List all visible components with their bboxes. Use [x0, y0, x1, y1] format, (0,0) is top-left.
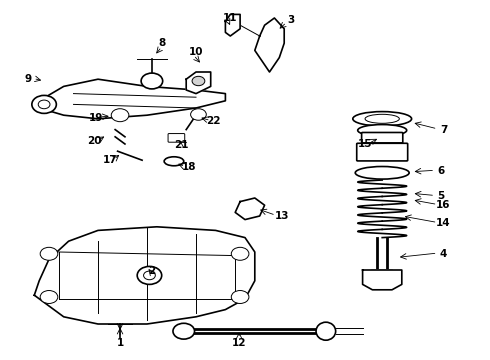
FancyBboxPatch shape — [362, 132, 403, 143]
Circle shape — [231, 247, 249, 260]
Ellipse shape — [355, 166, 409, 179]
Text: 18: 18 — [181, 162, 196, 172]
Text: 8: 8 — [158, 38, 165, 48]
Text: 16: 16 — [436, 200, 451, 210]
Circle shape — [137, 266, 162, 284]
Text: 5: 5 — [438, 191, 444, 201]
Text: 2: 2 — [148, 266, 155, 276]
Text: 10: 10 — [189, 47, 203, 57]
Circle shape — [173, 323, 195, 339]
Polygon shape — [255, 18, 284, 72]
Circle shape — [231, 291, 249, 303]
Ellipse shape — [316, 322, 336, 340]
Text: 12: 12 — [232, 338, 246, 348]
Ellipse shape — [358, 125, 407, 136]
Polygon shape — [363, 270, 402, 290]
Text: 20: 20 — [87, 136, 102, 146]
Text: 11: 11 — [223, 13, 238, 23]
Text: 1: 1 — [117, 338, 123, 348]
Ellipse shape — [164, 157, 184, 166]
Text: 19: 19 — [88, 113, 103, 123]
Circle shape — [191, 109, 206, 120]
Text: 7: 7 — [440, 125, 447, 135]
Circle shape — [40, 247, 58, 260]
Text: 6: 6 — [438, 166, 444, 176]
Text: 4: 4 — [440, 249, 447, 259]
Text: 17: 17 — [103, 155, 118, 165]
Ellipse shape — [353, 112, 412, 126]
Polygon shape — [225, 14, 240, 36]
Text: 3: 3 — [287, 15, 294, 25]
Circle shape — [192, 76, 205, 86]
Text: 9: 9 — [25, 74, 32, 84]
Polygon shape — [186, 72, 211, 94]
Text: 15: 15 — [358, 139, 372, 149]
FancyBboxPatch shape — [168, 134, 185, 142]
Circle shape — [111, 109, 129, 122]
Text: 21: 21 — [174, 140, 189, 150]
Text: 13: 13 — [274, 211, 289, 221]
Circle shape — [32, 95, 56, 113]
Circle shape — [40, 291, 58, 303]
Text: 22: 22 — [206, 116, 220, 126]
Polygon shape — [34, 227, 255, 324]
Text: 14: 14 — [436, 218, 451, 228]
Polygon shape — [235, 198, 265, 220]
Circle shape — [141, 73, 163, 89]
Polygon shape — [39, 79, 225, 119]
FancyBboxPatch shape — [357, 143, 408, 161]
